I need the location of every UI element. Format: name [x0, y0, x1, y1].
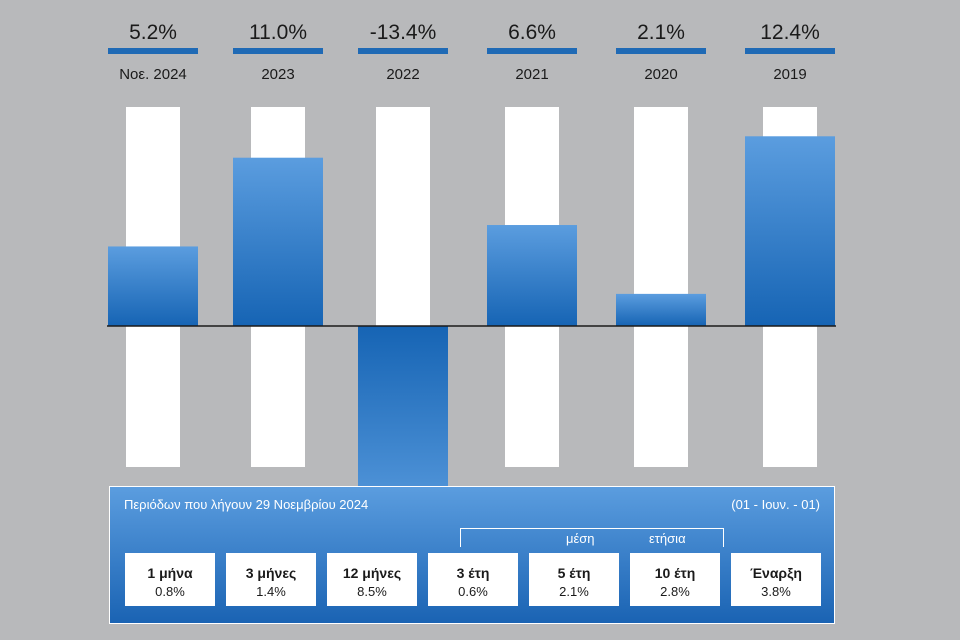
bar	[487, 225, 577, 326]
bar	[108, 246, 198, 326]
period-label: 1 μήνα	[147, 565, 193, 581]
inception-date: (01 - Ιουν. - 01)	[731, 497, 820, 512]
periods-panel: Περιόδων που λήγουν 29 Νοεμβρίου 2024 (0…	[109, 486, 835, 624]
period-value: 3.8%	[761, 584, 791, 599]
period-box-10y: 10 έτη 2.8%	[630, 553, 720, 606]
period-value: 8.5%	[357, 584, 387, 599]
bar	[233, 157, 323, 326]
header-underline	[358, 48, 448, 54]
data-label: 11.0%	[249, 21, 307, 44]
period-label: 12 μήνες	[342, 565, 402, 581]
header-underline	[108, 48, 198, 54]
period-box-1m: 1 μήνα 0.8%	[125, 553, 215, 606]
period-box-12m: 12 μήνες 8.5%	[327, 553, 417, 606]
category-label: Νοε. 2024	[119, 66, 187, 83]
period-value: 0.8%	[155, 584, 185, 599]
period-box-inception: Έναρξη 3.8%	[731, 553, 821, 606]
category-label: 2020	[644, 66, 677, 83]
bar	[358, 326, 448, 486]
period-box-3m: 3 μήνες 1.4%	[226, 553, 316, 606]
period-value: 2.1%	[559, 584, 589, 599]
period-value: 1.4%	[256, 584, 286, 599]
period-value: 0.6%	[458, 584, 488, 599]
period-label: 5 έτη	[557, 565, 591, 581]
period-box-3y: 3 έτη 0.6%	[428, 553, 518, 606]
header-underline	[616, 48, 706, 54]
data-label: 6.6%	[508, 21, 556, 44]
category-label: 2023	[261, 66, 294, 83]
annual-returns-chart: 5.2% Νοε. 2024 11.0% 2023 -13.4% 2022 6.6% 2021…	[107, 21, 836, 486]
header-underline	[745, 48, 835, 54]
data-label: -13.4%	[370, 21, 437, 44]
bracket-right-label: ετήσια	[649, 531, 686, 546]
header-underline	[233, 48, 323, 54]
bar-background-column	[634, 107, 688, 467]
bracket-left-label: μέση	[566, 531, 595, 546]
category-label: 2022	[386, 66, 419, 83]
period-label: 3 έτη	[456, 565, 490, 581]
data-label: 2.1%	[637, 21, 685, 44]
data-label: 5.2%	[129, 21, 177, 44]
category-label: 2019	[773, 66, 806, 83]
category-label: 2021	[515, 66, 548, 83]
period-value: 2.8%	[660, 584, 690, 599]
period-box-5y: 5 έτη 2.1%	[529, 553, 619, 606]
average-annual-bracket	[460, 528, 724, 547]
period-label: 3 μήνες	[245, 565, 297, 581]
bar	[745, 136, 835, 326]
period-label: Έναρξη	[750, 565, 802, 581]
period-label: 10 έτη	[654, 565, 696, 581]
bar	[616, 293, 706, 326]
header-underline	[487, 48, 577, 54]
periods-title: Περιόδων που λήγουν 29 Νοεμβρίου 2024	[124, 497, 369, 512]
data-label: 12.4%	[760, 21, 820, 44]
